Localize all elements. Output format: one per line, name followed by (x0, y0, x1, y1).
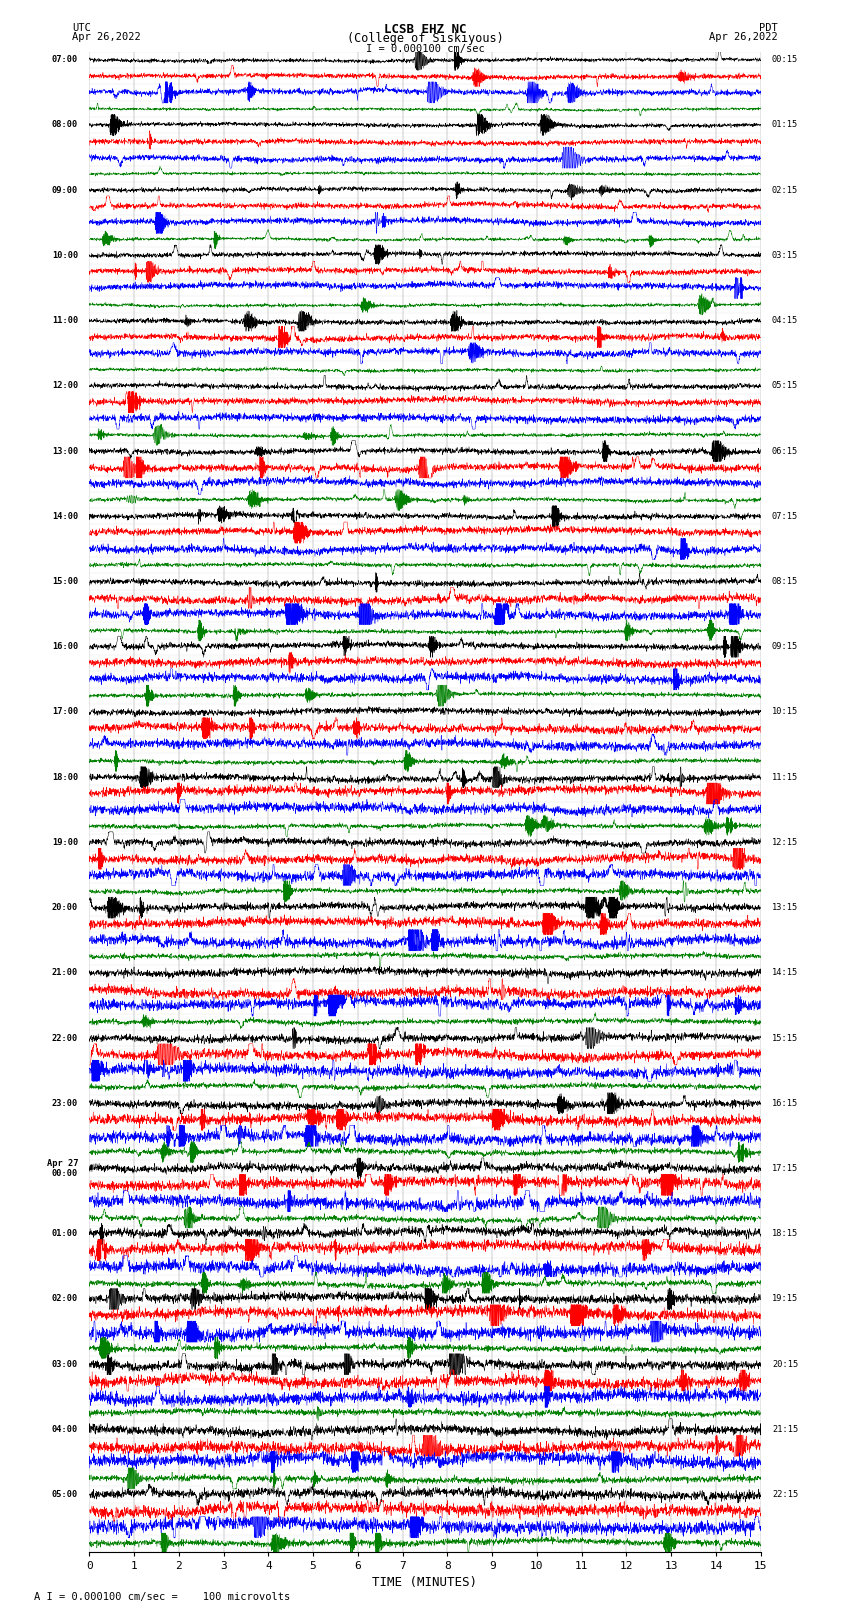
Text: 01:00: 01:00 (52, 1229, 78, 1239)
Text: 03:15: 03:15 (772, 252, 798, 260)
Text: 03:00: 03:00 (52, 1360, 78, 1369)
Text: 16:15: 16:15 (772, 1098, 798, 1108)
Text: 11:00: 11:00 (52, 316, 78, 326)
Text: 16:00: 16:00 (52, 642, 78, 652)
Text: 19:15: 19:15 (772, 1295, 798, 1303)
Text: 13:00: 13:00 (52, 447, 78, 455)
Text: 04:00: 04:00 (52, 1424, 78, 1434)
Text: 00:15: 00:15 (772, 55, 798, 65)
Text: 04:15: 04:15 (772, 316, 798, 326)
Text: Apr 26,2022: Apr 26,2022 (72, 32, 141, 42)
Text: 10:00: 10:00 (52, 252, 78, 260)
Text: 14:00: 14:00 (52, 511, 78, 521)
Text: 08:15: 08:15 (772, 577, 798, 586)
Text: 13:15: 13:15 (772, 903, 798, 911)
Text: 09:00: 09:00 (52, 185, 78, 195)
Text: 17:00: 17:00 (52, 708, 78, 716)
Text: 01:15: 01:15 (772, 121, 798, 129)
Text: 15:15: 15:15 (772, 1034, 798, 1042)
Text: LCSB EHZ NC: LCSB EHZ NC (383, 23, 467, 35)
Text: 11:15: 11:15 (772, 773, 798, 782)
Text: 02:15: 02:15 (772, 185, 798, 195)
Text: 22:15: 22:15 (772, 1490, 798, 1498)
Text: 12:15: 12:15 (772, 837, 798, 847)
Text: 18:00: 18:00 (52, 773, 78, 782)
Text: 10:15: 10:15 (772, 708, 798, 716)
Text: 07:15: 07:15 (772, 511, 798, 521)
Text: 06:15: 06:15 (772, 447, 798, 455)
X-axis label: TIME (MINUTES): TIME (MINUTES) (372, 1576, 478, 1589)
Text: 08:00: 08:00 (52, 121, 78, 129)
Text: 05:15: 05:15 (772, 381, 798, 390)
Text: 09:15: 09:15 (772, 642, 798, 652)
Text: 23:00: 23:00 (52, 1098, 78, 1108)
Text: Apr 27
00:00: Apr 27 00:00 (47, 1158, 78, 1177)
Text: 17:15: 17:15 (772, 1165, 798, 1173)
Text: PDT: PDT (759, 23, 778, 32)
Text: 14:15: 14:15 (772, 968, 798, 977)
Text: 15:00: 15:00 (52, 577, 78, 586)
Text: 05:00: 05:00 (52, 1490, 78, 1498)
Text: 12:00: 12:00 (52, 381, 78, 390)
Text: A I = 0.000100 cm/sec =    100 microvolts: A I = 0.000100 cm/sec = 100 microvolts (34, 1592, 290, 1602)
Text: 21:15: 21:15 (772, 1424, 798, 1434)
Text: 22:00: 22:00 (52, 1034, 78, 1042)
Text: UTC: UTC (72, 23, 91, 32)
Text: I = 0.000100 cm/sec: I = 0.000100 cm/sec (366, 44, 484, 53)
Text: 20:00: 20:00 (52, 903, 78, 911)
Text: 18:15: 18:15 (772, 1229, 798, 1239)
Text: Apr 26,2022: Apr 26,2022 (709, 32, 778, 42)
Text: 07:00: 07:00 (52, 55, 78, 65)
Text: 19:00: 19:00 (52, 837, 78, 847)
Text: (College of Siskiyous): (College of Siskiyous) (347, 32, 503, 45)
Text: 20:15: 20:15 (772, 1360, 798, 1369)
Text: 21:00: 21:00 (52, 968, 78, 977)
Text: 02:00: 02:00 (52, 1295, 78, 1303)
